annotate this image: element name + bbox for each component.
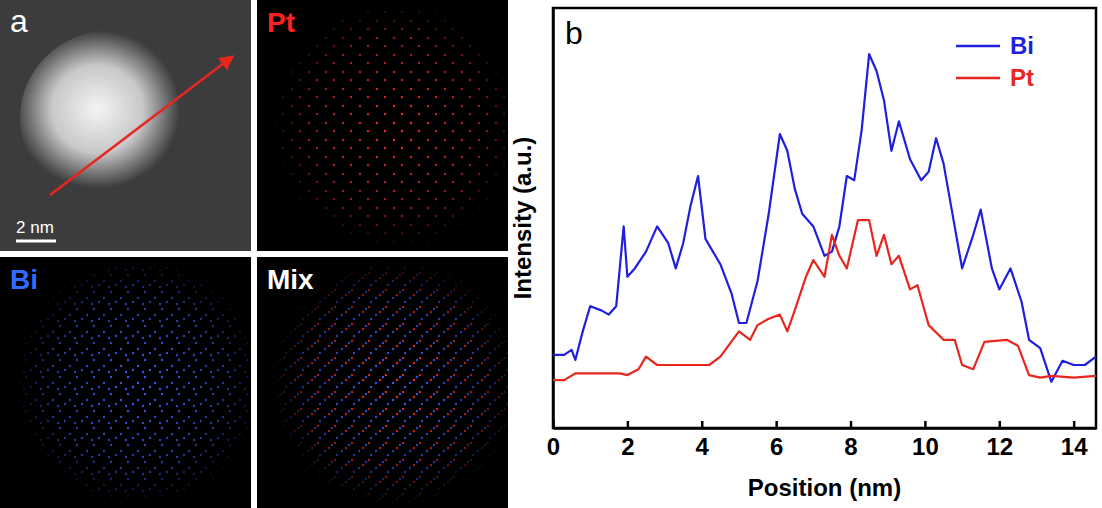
x-tick-mark [701, 421, 704, 428]
eds-dots [257, 0, 508, 251]
x-tick-label: 0 [547, 433, 560, 460]
y-axis-title: Intensity (a.u.) [509, 137, 536, 300]
panel-b: 0 2 4 6 8 10 12 14 Position (nm) Intensity (a.u.)… [509, 8, 1097, 501]
series-line [553, 54, 1096, 382]
map-title: Pt [267, 7, 295, 38]
eds-map [257, 0, 508, 251]
x-tick-label: 4 [696, 433, 710, 460]
x-tick: 8 [844, 421, 857, 460]
x-tick-label: 12 [986, 433, 1013, 460]
x-tick: 12 [986, 421, 1013, 460]
panel-letter: b [565, 15, 583, 51]
line-scan-arrow [50, 57, 232, 195]
figure: 2 nm a Pt Bi Mix 0 2 4 6 8 10 12 14 Position (nm) Inte… [0, 0, 1102, 508]
x-tick-mark [924, 421, 927, 428]
legend-swatch [956, 45, 1000, 48]
particle [20, 30, 204, 206]
x-tick-label: 8 [844, 433, 857, 460]
eds-map [257, 257, 508, 508]
scale-bar [16, 240, 56, 243]
panel-letter: a [10, 3, 28, 39]
scale-bar-label: 2 nm [16, 218, 54, 237]
eds-dots [257, 257, 508, 508]
x-axis-title: Position (nm) [748, 474, 901, 501]
x-tick-label: 6 [770, 433, 783, 460]
plot-frame [553, 8, 1096, 428]
eds-dots [0, 257, 251, 508]
x-tick-mark [775, 421, 778, 428]
panel-a: 2 nm a Pt Bi Mix [0, 0, 508, 508]
eds-map [0, 257, 251, 508]
legend-label: Pt [1010, 64, 1034, 91]
x-tick-mark [627, 421, 630, 428]
x-tick-mark [999, 421, 1002, 428]
x-axis-line [554, 427, 1097, 430]
x-tick-mark [1073, 421, 1076, 428]
x-tick: 4 [696, 421, 710, 460]
x-tick-label: 10 [912, 433, 939, 460]
x-tick: 2 [621, 421, 634, 460]
legend-swatch [956, 77, 1000, 80]
x-tick-label: 2 [621, 433, 634, 460]
x-tick-label: 14 [1061, 433, 1088, 460]
x-tick-mark [850, 421, 853, 428]
map-title: Mix [267, 264, 314, 295]
plot-area [553, 54, 1096, 382]
x-tick: 6 [770, 421, 783, 460]
map-title: Bi [10, 264, 38, 295]
stem-image [0, 0, 251, 251]
x-axis: 0 2 4 6 8 10 12 14 [547, 421, 1097, 460]
x-tick: 10 [912, 421, 939, 460]
y-axis-line [552, 9, 555, 429]
y-axis [553, 9, 554, 429]
legend-label: Bi [1010, 32, 1034, 59]
eds-dots [257, 257, 508, 508]
x-tick: 14 [1061, 421, 1088, 460]
series-line [553, 220, 1096, 380]
legend: Bi Pt [956, 32, 1034, 91]
